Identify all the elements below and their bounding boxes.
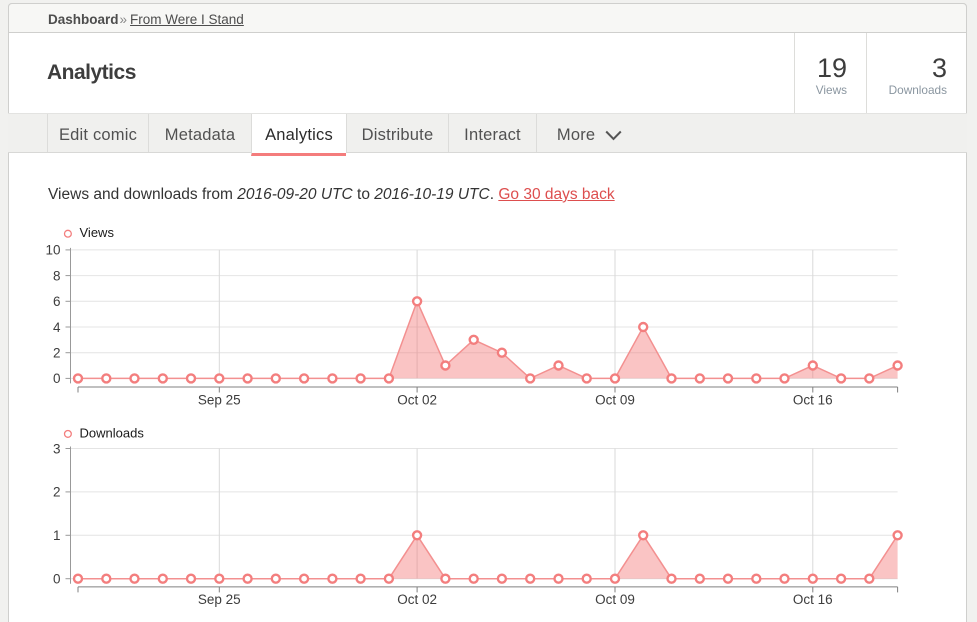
svg-text:2: 2 (53, 346, 61, 361)
svg-text:Oct 16: Oct 16 (793, 592, 833, 607)
svg-text:0: 0 (53, 371, 61, 386)
svg-text:6: 6 (53, 294, 61, 309)
svg-text:0: 0 (53, 572, 61, 587)
svg-text:Views: Views (80, 225, 115, 240)
svg-text:1: 1 (53, 528, 61, 543)
svg-text:Oct 02: Oct 02 (397, 592, 437, 607)
svg-text:8: 8 (53, 268, 61, 283)
svg-text:10: 10 (45, 243, 60, 258)
svg-text:Oct 02: Oct 02 (397, 393, 437, 408)
svg-text:2: 2 (53, 485, 61, 500)
svg-text:Sep 25: Sep 25 (198, 592, 241, 607)
svg-text:Oct 16: Oct 16 (793, 393, 833, 408)
svg-text:3: 3 (53, 441, 61, 456)
svg-text:Oct 09: Oct 09 (595, 393, 635, 408)
svg-text:Sep 25: Sep 25 (198, 393, 241, 408)
svg-text:Oct 09: Oct 09 (595, 592, 635, 607)
svg-text:Downloads: Downloads (80, 425, 145, 440)
svg-text:4: 4 (53, 320, 61, 335)
